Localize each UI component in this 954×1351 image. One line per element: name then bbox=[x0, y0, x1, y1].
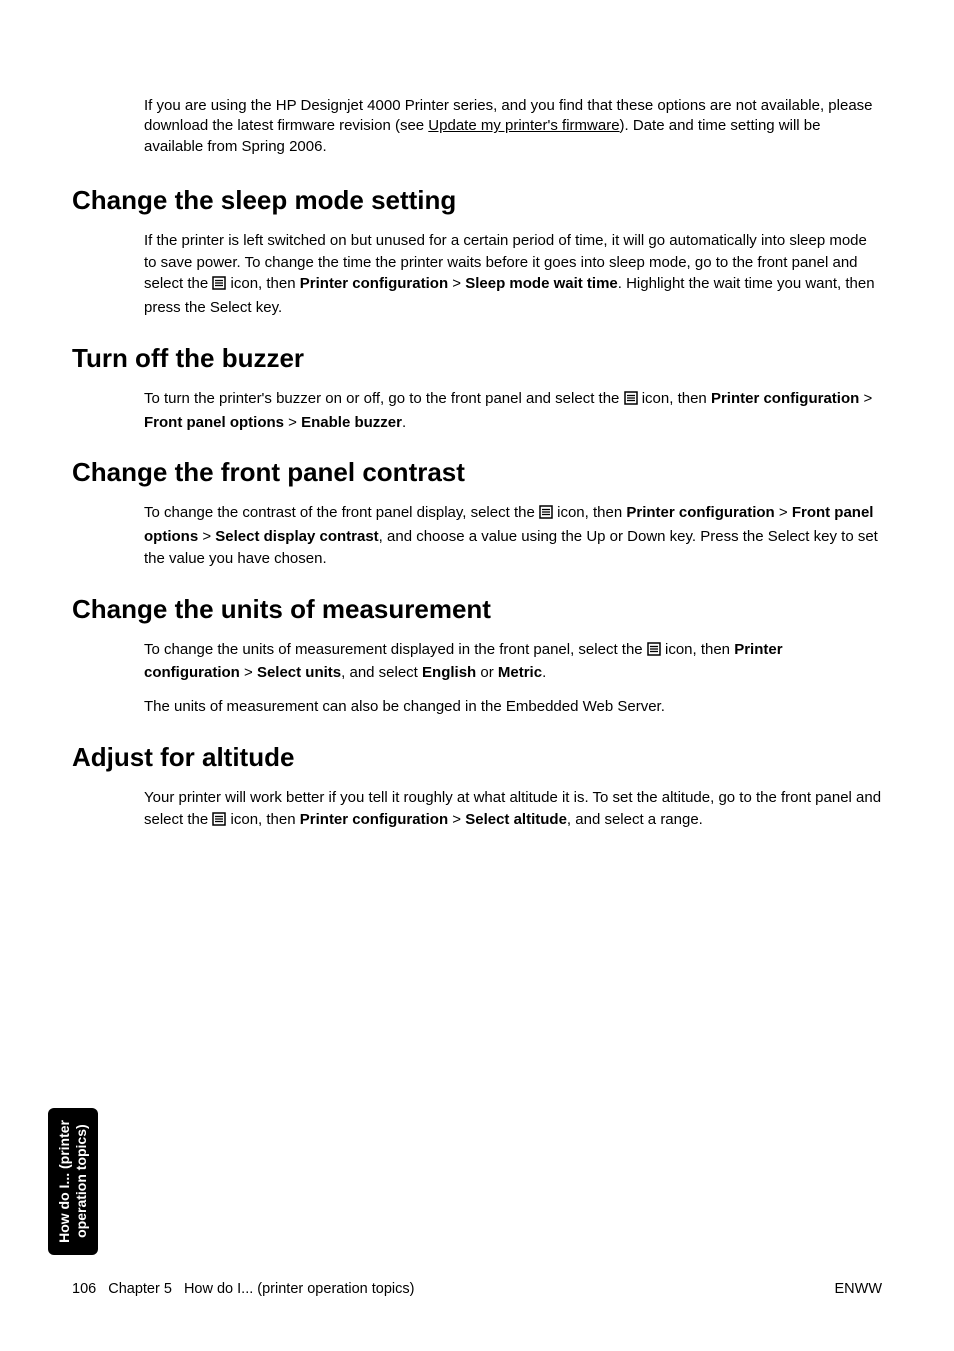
bold-text: Printer configuration bbox=[300, 275, 448, 292]
page-footer: 106 Chapter 5 How do I... (printer opera… bbox=[72, 1281, 882, 1297]
heading-sleep-mode: Change the sleep mode setting bbox=[72, 185, 882, 216]
units-paragraph-1: To change the units of measurement displ… bbox=[144, 639, 882, 685]
text: > bbox=[240, 664, 257, 681]
text: icon, then bbox=[226, 811, 299, 828]
menu-icon bbox=[212, 275, 226, 297]
side-tab-line1: How do I... (printer bbox=[56, 1120, 72, 1243]
text: icon, then bbox=[553, 504, 626, 521]
bold-text: Printer configuration bbox=[300, 811, 448, 828]
text: To turn the printer's buzzer on or off, … bbox=[144, 390, 624, 407]
intro-paragraph: If you are using the HP Designjet 4000 P… bbox=[144, 96, 882, 157]
section-units-body: To change the units of measurement displ… bbox=[144, 639, 882, 718]
footer-right: ENWW bbox=[834, 1281, 882, 1297]
heading-altitude: Adjust for altitude bbox=[72, 742, 882, 773]
text: , and select bbox=[341, 664, 422, 681]
text: To change the contrast of the front pane… bbox=[144, 504, 539, 521]
section-buzzer-body: To turn the printer's buzzer on or off, … bbox=[144, 388, 882, 434]
heading-units: Change the units of measurement bbox=[72, 594, 882, 625]
footer-left: 106 Chapter 5 How do I... (printer opera… bbox=[72, 1281, 414, 1297]
bold-text: Select display contrast bbox=[215, 528, 378, 545]
heading-contrast: Change the front panel contrast bbox=[72, 457, 882, 488]
intro-text: If you are using the HP Designjet 4000 P… bbox=[144, 96, 882, 157]
bold-text: Sleep mode wait time bbox=[465, 275, 618, 292]
section-sleep-body: If the printer is left switched on but u… bbox=[144, 230, 882, 319]
text: > bbox=[859, 390, 872, 407]
text: icon, then bbox=[638, 390, 711, 407]
text: , and select a range. bbox=[567, 811, 703, 828]
firmware-link[interactable]: Update my printer's firmware bbox=[428, 117, 619, 134]
menu-icon bbox=[624, 390, 638, 412]
section-altitude-body: Your printer will work better if you tel… bbox=[144, 787, 882, 833]
menu-icon bbox=[212, 811, 226, 833]
page-number: 106 bbox=[72, 1281, 96, 1297]
heading-buzzer: Turn off the buzzer bbox=[72, 343, 882, 374]
text: > bbox=[198, 528, 215, 545]
sleep-paragraph: If the printer is left switched on but u… bbox=[144, 230, 882, 319]
bold-text: Metric bbox=[498, 664, 542, 681]
text: > bbox=[284, 414, 301, 431]
text: > bbox=[775, 504, 792, 521]
bold-text: Select units bbox=[257, 664, 341, 681]
document-page: If you are using the HP Designjet 4000 P… bbox=[0, 0, 954, 1351]
bold-text: Printer configuration bbox=[626, 504, 774, 521]
altitude-paragraph: Your printer will work better if you tel… bbox=[144, 787, 882, 833]
menu-icon bbox=[539, 504, 553, 526]
chapter-title: How do I... (printer operation topics) bbox=[184, 1281, 415, 1297]
side-tab-text: How do I... (printer operation topics) bbox=[56, 1120, 90, 1243]
bold-text: Select altitude bbox=[465, 811, 567, 828]
bold-text: Enable buzzer bbox=[301, 414, 402, 431]
text: icon, then bbox=[661, 641, 734, 658]
text: . bbox=[402, 414, 406, 431]
text: To change the units of measurement displ… bbox=[144, 641, 647, 658]
bold-text: English bbox=[422, 664, 476, 681]
text: > bbox=[448, 811, 465, 828]
text: . bbox=[542, 664, 546, 681]
bold-text: Front panel options bbox=[144, 414, 284, 431]
side-tab-line2: operation topics) bbox=[73, 1125, 89, 1239]
bold-text: Printer configuration bbox=[711, 390, 859, 407]
menu-icon bbox=[647, 641, 661, 663]
text: or bbox=[476, 664, 498, 681]
text: > bbox=[448, 275, 465, 292]
chapter-side-tab: How do I... (printer operation topics) bbox=[48, 1108, 98, 1255]
chapter-label: Chapter 5 bbox=[108, 1281, 172, 1297]
section-contrast-body: To change the contrast of the front pane… bbox=[144, 502, 882, 569]
text: icon, then bbox=[226, 275, 299, 292]
buzzer-paragraph: To turn the printer's buzzer on or off, … bbox=[144, 388, 882, 434]
units-paragraph-2: The units of measurement can also be cha… bbox=[144, 696, 882, 718]
contrast-paragraph: To change the contrast of the front pane… bbox=[144, 502, 882, 569]
